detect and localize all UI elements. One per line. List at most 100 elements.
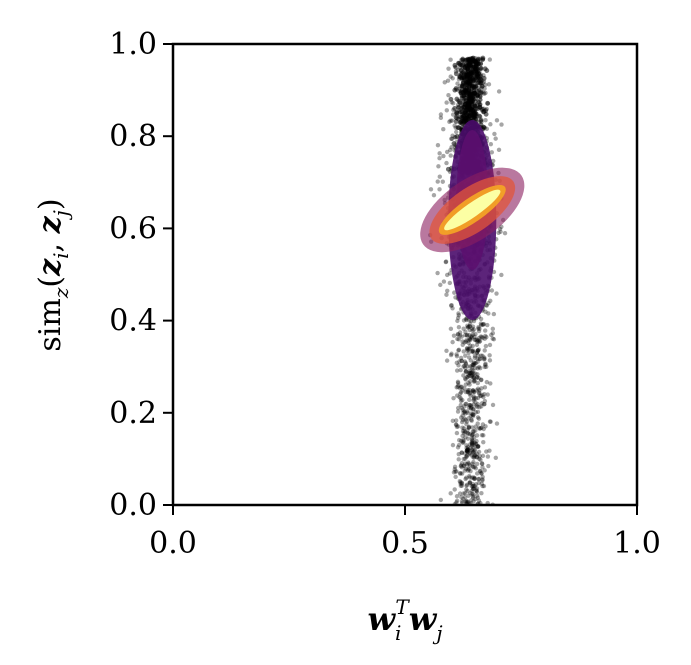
data-point	[467, 370, 472, 376]
data-point	[470, 389, 475, 394]
data-point	[465, 488, 470, 494]
data-point	[469, 334, 474, 340]
data-point	[473, 337, 478, 342]
data-point	[469, 373, 475, 378]
data-point	[455, 445, 461, 450]
data-point	[479, 461, 485, 467]
data-point	[452, 487, 457, 492]
data-point	[461, 440, 466, 445]
data-point	[469, 333, 474, 339]
data-point	[465, 436, 471, 441]
data-point	[484, 303, 489, 308]
data-point	[471, 350, 476, 355]
data-point	[478, 353, 484, 358]
data-point	[454, 422, 459, 428]
data-point	[473, 410, 479, 415]
data-point	[477, 388, 482, 393]
data-point	[478, 118, 484, 124]
data-point	[443, 259, 449, 265]
data-point	[471, 465, 476, 470]
data-point	[471, 485, 477, 491]
data-point	[493, 455, 498, 460]
data-point	[456, 348, 461, 353]
data-point	[459, 358, 465, 364]
data-point	[482, 398, 488, 404]
data-point	[464, 448, 470, 454]
data-point	[467, 463, 473, 468]
data-point	[497, 226, 503, 232]
data-point	[458, 396, 463, 401]
data-point	[470, 343, 475, 349]
data-point	[471, 453, 477, 459]
data-point	[455, 393, 460, 398]
data-point	[469, 404, 474, 409]
y-tick-label: 0.0	[109, 488, 157, 523]
data-point	[474, 61, 480, 67]
data-point	[459, 471, 465, 476]
data-point	[478, 393, 483, 398]
data-point	[482, 355, 487, 360]
data-point	[474, 438, 479, 444]
data-point	[461, 456, 466, 462]
data-point	[468, 79, 474, 85]
data-point	[465, 325, 471, 330]
data-point	[437, 151, 442, 156]
data-point	[458, 438, 464, 444]
data-point	[480, 465, 485, 470]
data-point	[481, 433, 486, 438]
data-point	[470, 414, 476, 419]
data-point	[462, 456, 468, 461]
data-point	[450, 418, 456, 424]
data-point	[476, 391, 482, 396]
data-point	[475, 348, 481, 353]
data-point	[438, 282, 443, 288]
data-point	[459, 494, 464, 500]
data-point	[442, 80, 447, 85]
data-point	[464, 475, 469, 480]
data-point	[459, 450, 464, 455]
data-point	[468, 451, 473, 456]
data-point	[475, 353, 481, 358]
data-point	[474, 71, 480, 77]
data-point	[461, 364, 466, 369]
data-point	[471, 368, 476, 373]
data-point	[469, 498, 474, 503]
data-point	[494, 291, 499, 296]
data-point	[475, 359, 480, 364]
data-point	[437, 187, 442, 192]
data-point	[473, 482, 479, 487]
data-point	[459, 70, 465, 76]
data-point	[464, 454, 469, 459]
data-point	[475, 471, 480, 476]
data-point	[454, 500, 459, 505]
data-point	[471, 412, 476, 418]
data-point	[474, 388, 479, 393]
data-point	[443, 259, 449, 264]
data-point	[468, 343, 473, 349]
data-point	[458, 391, 463, 396]
data-point	[435, 270, 440, 276]
data-point	[466, 355, 472, 360]
data-point	[467, 107, 473, 113]
data-point	[454, 469, 459, 474]
data-point	[499, 272, 504, 278]
data-point	[473, 428, 478, 433]
data-point	[435, 142, 441, 148]
data-point	[449, 302, 454, 308]
data-point	[462, 491, 468, 496]
data-point	[461, 431, 467, 436]
data-point	[466, 416, 471, 421]
data-point	[454, 494, 460, 499]
data-point	[469, 442, 475, 447]
data-point	[456, 324, 462, 330]
data-point	[448, 57, 453, 62]
data-point	[474, 350, 480, 355]
data-point	[476, 476, 482, 482]
data-point	[469, 418, 474, 423]
data-point	[466, 493, 471, 498]
data-point	[462, 416, 467, 421]
data-point	[464, 443, 469, 448]
data-point	[475, 409, 481, 415]
data-point	[463, 377, 468, 382]
data-point	[469, 367, 475, 373]
